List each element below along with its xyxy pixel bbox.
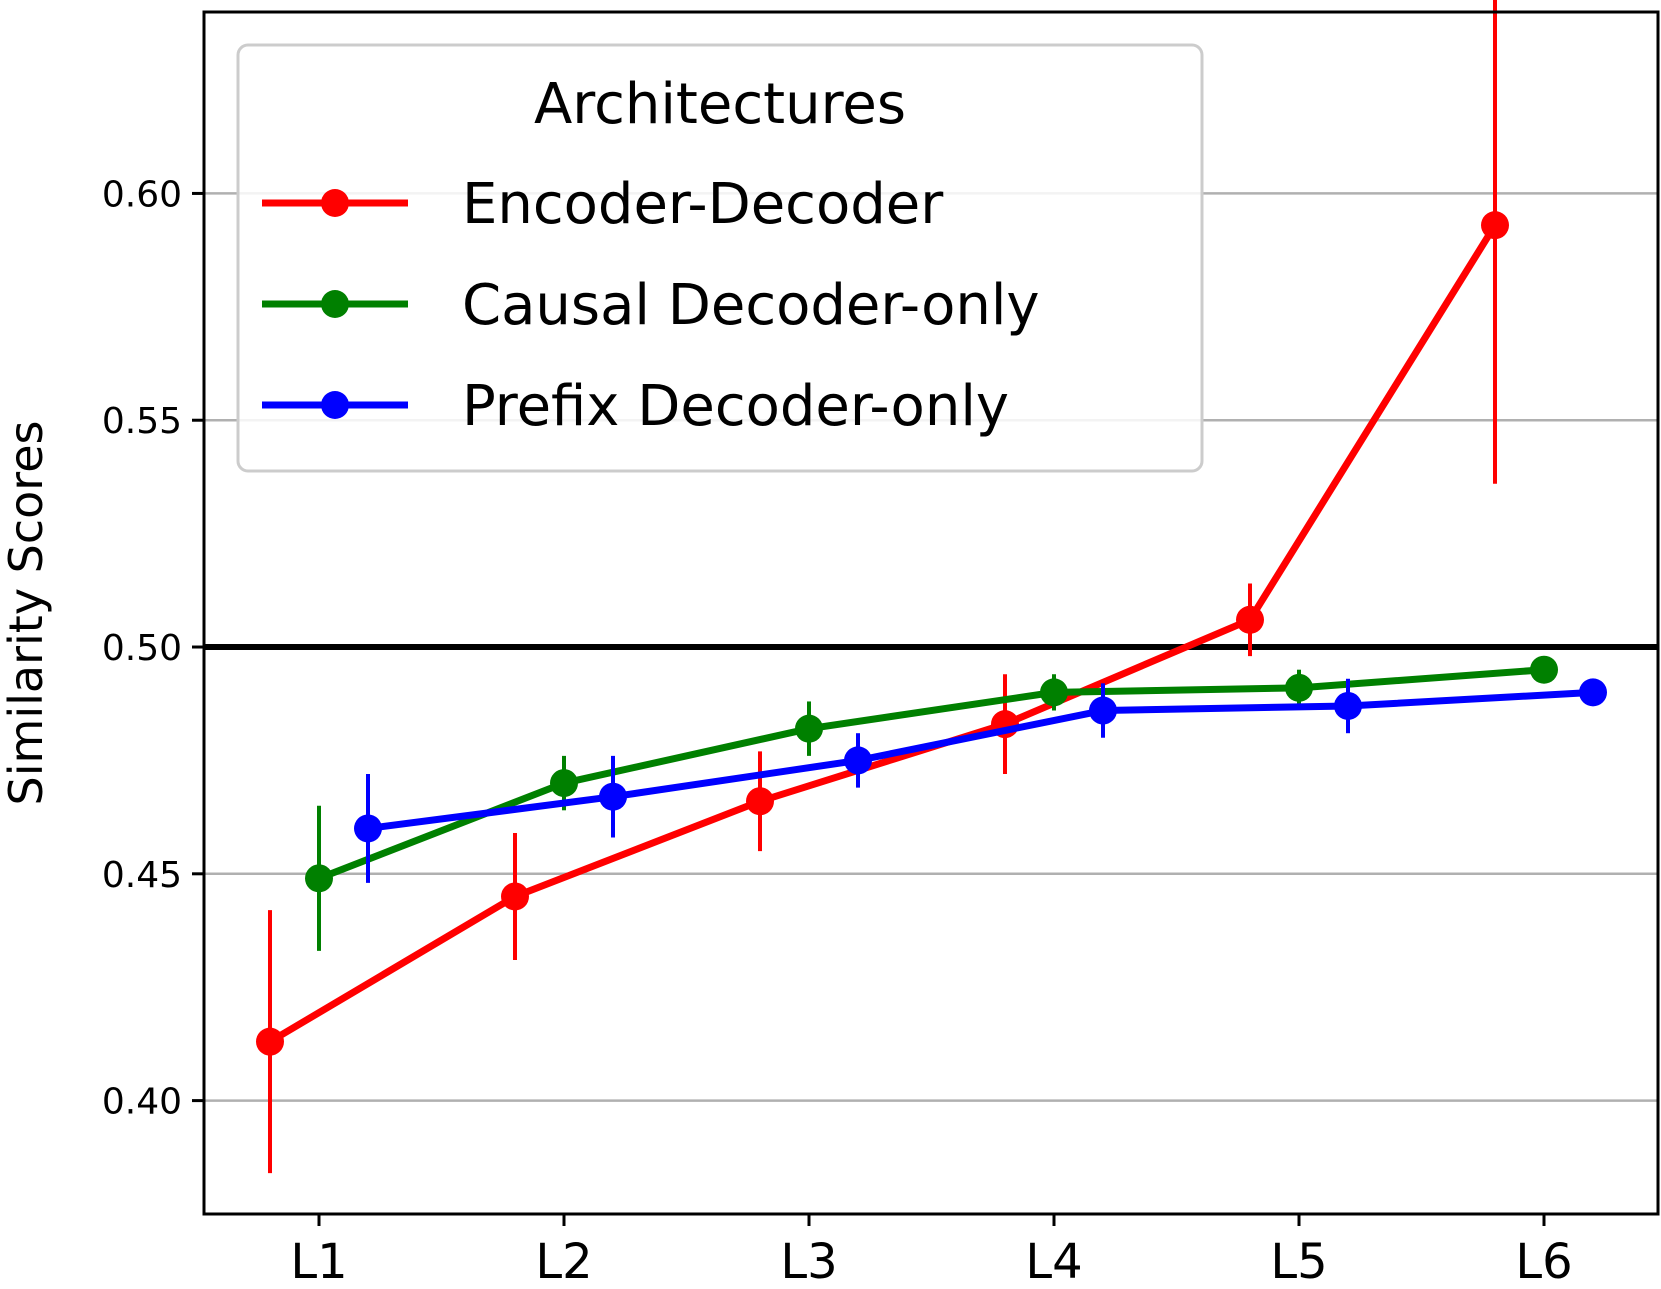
legend-label-prefix-decoder-only: Prefix Decoder-only	[462, 374, 1009, 439]
plot-frame	[202, 10, 1660, 1216]
data-point	[1530, 655, 1558, 684]
legend-item-prefix-decoder-only: Prefix Decoder-only	[262, 374, 1009, 439]
data-point	[599, 782, 627, 811]
x-tick-label: L5	[1270, 1234, 1327, 1289]
legend-label-causal-decoder-only: Causal Decoder-only	[462, 273, 1040, 338]
series-line	[367, 688, 1594, 832]
data-point	[746, 787, 774, 816]
data-point	[256, 1027, 284, 1056]
legend-item-encoder-decoder: Encoder-Decoder	[262, 172, 944, 237]
legend-title: Architectures	[534, 72, 906, 137]
series-line	[317, 666, 1545, 882]
series-line	[268, 223, 1498, 1045]
data-point	[1040, 678, 1068, 707]
data-point	[305, 864, 333, 893]
y-axis: 0.40 0.45 0.50 0.55 0.60	[102, 174, 204, 1123]
y-tick-label: 0.45	[102, 855, 182, 896]
legend-swatch-marker	[321, 189, 349, 217]
x-tick-label: L2	[535, 1234, 592, 1289]
x-axis: L1 L2 L3 L4 L5 L6	[290, 1214, 1573, 1289]
series-encoder-decoder	[256, 0, 1509, 1174]
data-point	[550, 769, 578, 798]
plot-series	[256, 0, 1607, 1174]
legend-label-encoder-decoder: Encoder-Decoder	[462, 172, 944, 237]
legend-item-causal-decoder-only: Causal Decoder-only	[262, 273, 1040, 338]
data-point	[501, 882, 529, 911]
legend-swatch-marker	[321, 290, 349, 318]
data-point	[1579, 678, 1607, 707]
data-point	[1334, 691, 1362, 720]
y-tick-label: 0.50	[102, 628, 182, 669]
y-tick-label: 0.40	[102, 1082, 182, 1123]
y-axis-label: Similarity Scores	[0, 421, 53, 806]
x-tick-label: L6	[1515, 1234, 1572, 1289]
data-point	[795, 714, 823, 743]
data-point	[1481, 211, 1509, 240]
legend-frame	[236, 43, 1204, 473]
series-prefix-decoder-only	[354, 678, 1607, 883]
legend-swatch-marker	[321, 391, 349, 419]
data-point	[844, 746, 872, 775]
series-causal-decoder-only	[305, 655, 1558, 951]
data-point	[1236, 605, 1264, 634]
y-tick-label: 0.60	[102, 174, 182, 215]
legend: Architectures Encoder-Decoder Causal Dec…	[236, 43, 1204, 473]
x-tick-label: L4	[1025, 1234, 1082, 1289]
y-tick-label: 0.55	[102, 401, 182, 442]
data-point	[1089, 696, 1117, 725]
data-point	[354, 814, 382, 843]
data-point	[1285, 673, 1313, 702]
x-tick-label: L1	[290, 1234, 347, 1289]
x-tick-label: L3	[780, 1234, 837, 1289]
